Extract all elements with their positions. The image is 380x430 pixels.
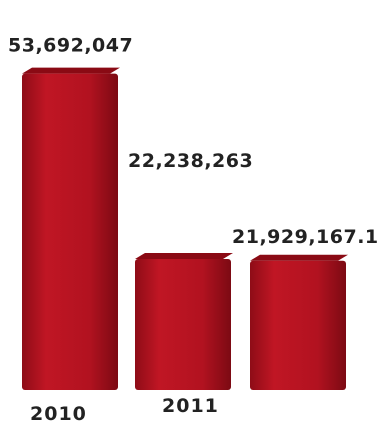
data-label: 22,238,263 [128,150,253,172]
bar-top-face [250,254,348,261]
bar-top-face [22,67,120,74]
labels-group: 53,692,047 22,238,263 21,929,167.1 2010 2011 [8,35,379,425]
x-tick-label: 2010 [30,403,87,425]
bars-group [22,67,348,391]
x-tick-label: 2011 [162,395,219,417]
bar-2011 [135,258,231,390]
bar-2010 [22,73,118,391]
data-label: 53,692,047 [8,35,133,57]
bar-top-face [135,252,233,259]
data-label: 21,929,167.1 [232,226,379,248]
bar-series-3 [250,260,346,390]
